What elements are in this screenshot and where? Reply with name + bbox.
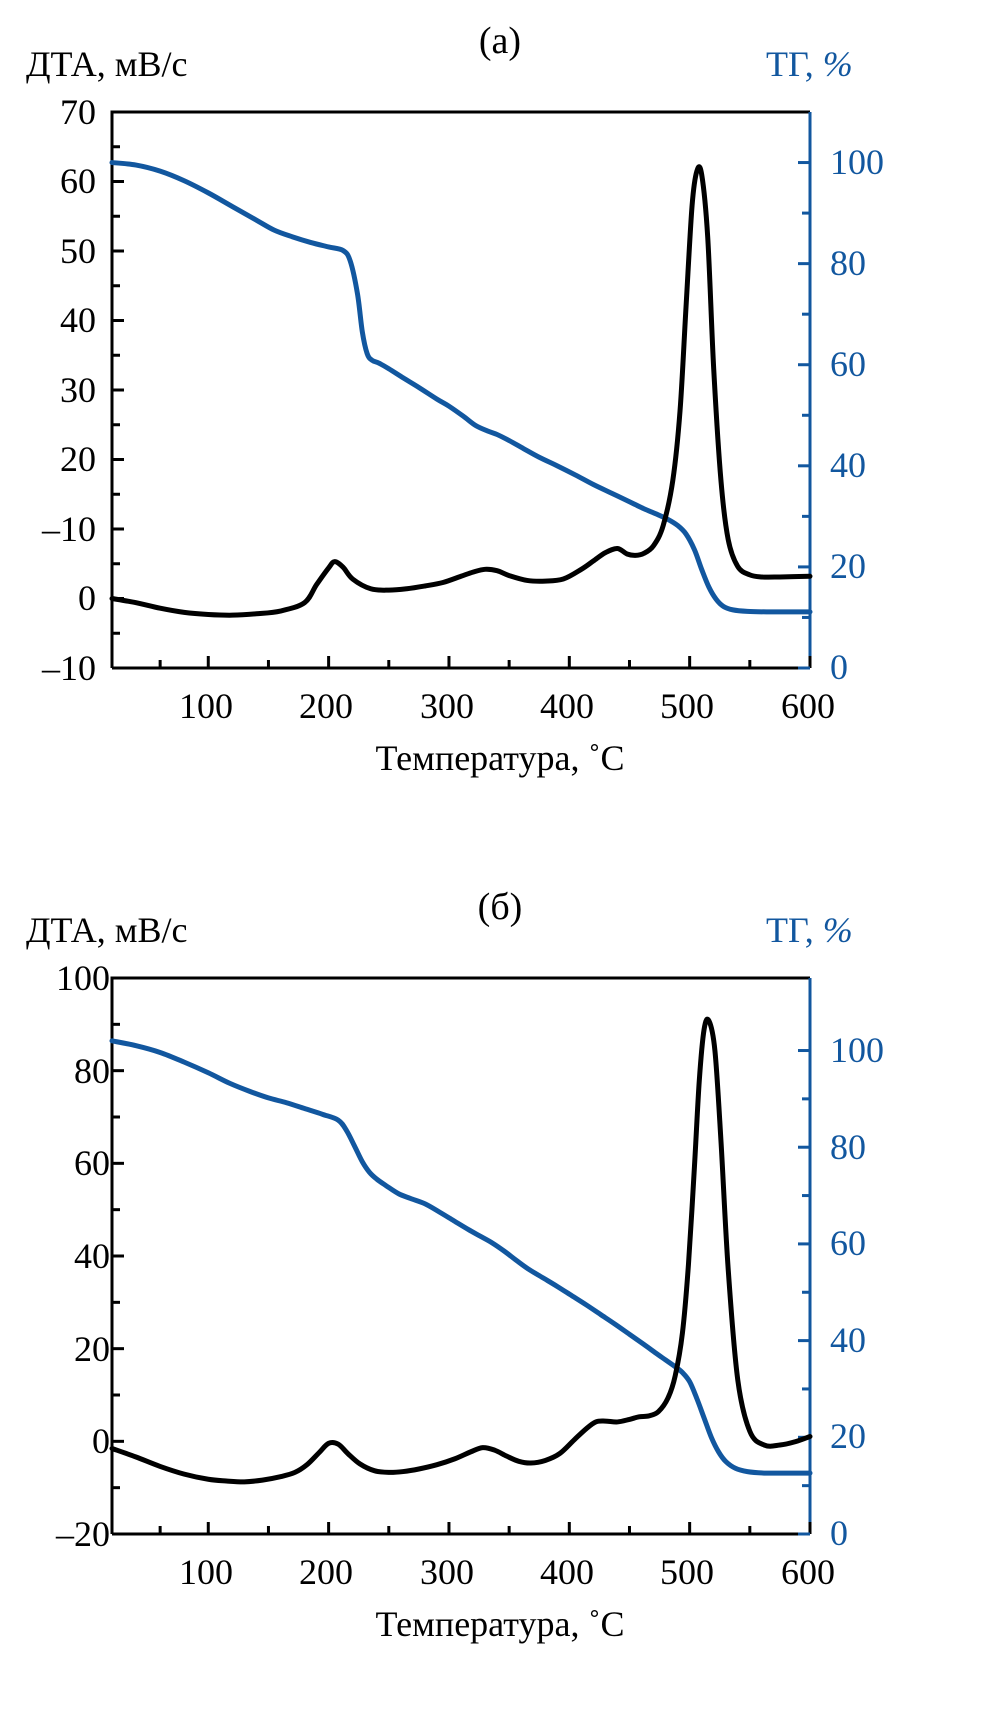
panel-b-xtick-label-0: 100 xyxy=(179,1552,233,1592)
panel-b-ytick-label-6: –20 xyxy=(56,1514,110,1554)
panel-a-ytick-label-4: 30 xyxy=(60,370,96,410)
panel-a-y2tick-label-3: 40 xyxy=(830,445,866,485)
panel-a-y2tick-label-1: 80 xyxy=(830,243,866,283)
panel-a-xtick-label-2: 300 xyxy=(420,686,474,726)
panel-a-caption: (а) xyxy=(478,20,522,62)
panel-b-y2tick-label-0: 100 xyxy=(830,1030,884,1070)
panel-a-xtick-label-5: 600 xyxy=(781,686,835,726)
panel-a-xtick-label-3: 400 xyxy=(540,686,594,726)
panel-b-ytick-label-1: 80 xyxy=(74,1051,110,1091)
panel-a-right-ticks xyxy=(798,161,810,670)
panel-a-xtick-label-4: 500 xyxy=(660,686,714,726)
panel-a-tg-curve xyxy=(109,160,813,615)
panel-b-ytick-label-3: 40 xyxy=(74,1236,110,1276)
panel-a-y2tick-label-0: 100 xyxy=(830,142,884,182)
panel-a-ytick-label-8: –10 xyxy=(42,648,96,688)
panel-b-right-axis-title: ТГ, % xyxy=(766,912,853,948)
panel-b-xtick-label-2: 300 xyxy=(420,1552,474,1592)
panel-a-ticks xyxy=(112,110,812,670)
panel-b: (б) ДТА, мВ/с ТГ, % 100 80 60 40 20 0 –2… xyxy=(0,866,1000,1732)
panel-b-dta-curve xyxy=(109,1016,813,1485)
panel-b-ticks xyxy=(112,976,812,1536)
panel-a-ytick-label-7: 0 xyxy=(78,578,96,618)
panel-a-right-axis-title-text: ТГ, xyxy=(766,44,823,84)
panel-b-xtick-label-4: 500 xyxy=(660,1552,714,1592)
panel-b-right-ticks xyxy=(798,1049,810,1536)
panel-a-ytick-label-2: 50 xyxy=(60,231,96,271)
panel-a-xtick-label-1: 200 xyxy=(299,686,353,726)
panel-a-y2tick-label-4: 20 xyxy=(830,546,866,586)
panel-a-ytick-label-0: 70 xyxy=(60,92,96,132)
panel-a-right-axis-title: ТГ, % xyxy=(766,46,853,82)
panel-b-xtick-label-1: 200 xyxy=(299,1552,353,1592)
panel-a-y2tick-label-2: 60 xyxy=(830,344,866,384)
panel-b-ytick-label-2: 60 xyxy=(74,1143,110,1183)
panel-b-tg-curve xyxy=(109,1038,813,1476)
panel-b-axis-frame xyxy=(110,976,810,1536)
panel-a-left-axis-title: ДТА, мВ/с xyxy=(26,44,188,84)
panel-b-y2tick-label-2: 60 xyxy=(830,1223,866,1263)
panel-b-ytick-label-5: 0 xyxy=(92,1421,110,1461)
panel-a-plot-area xyxy=(109,110,813,670)
panel-a-ytick-label-5: 20 xyxy=(60,439,96,479)
panel-a-right-axis-percent-symbol: % xyxy=(822,44,853,84)
panel-b-right-axis-percent-symbol: % xyxy=(822,910,853,950)
panel-a-x-axis-title: Температура, ˚C xyxy=(375,738,625,778)
panel-b-ytick-label-4: 20 xyxy=(74,1329,110,1369)
panel-b-ytick-label-0: 100 xyxy=(56,958,110,998)
panel-b-plot-area xyxy=(109,976,813,1536)
panel-a-ytick-label-3: 40 xyxy=(60,300,96,340)
panel-b-y2tick-label-5: 0 xyxy=(830,1513,848,1553)
panel-a-y2tick-label-5: 0 xyxy=(830,647,848,687)
panel-b-xtick-label-5: 600 xyxy=(781,1552,835,1592)
panel-b-left-axis-title: ДТА, мВ/с xyxy=(26,910,188,950)
panel-b-xtick-label-3: 400 xyxy=(540,1552,594,1592)
panel-a-dta-curve xyxy=(109,164,813,618)
panel-b-y2tick-label-3: 40 xyxy=(830,1320,866,1360)
panel-a-ytick-label-1: 60 xyxy=(60,161,96,201)
panel-b-x-axis-title: Температура, ˚C xyxy=(375,1604,625,1644)
panel-b-right-axis-title-text: ТГ, xyxy=(766,910,823,950)
panel-a-xtick-label-0: 100 xyxy=(179,686,233,726)
panel-a-ytick-label-6: –10 xyxy=(42,509,96,549)
panel-b-y2tick-label-4: 20 xyxy=(830,1416,866,1456)
panel-b-y2tick-label-1: 80 xyxy=(830,1127,866,1167)
panel-a: (а) ДТА, мВ/с ТГ, % 70 60 50 40 30 20 –1… xyxy=(26,20,884,778)
panel-b-caption: (б) xyxy=(477,886,523,928)
